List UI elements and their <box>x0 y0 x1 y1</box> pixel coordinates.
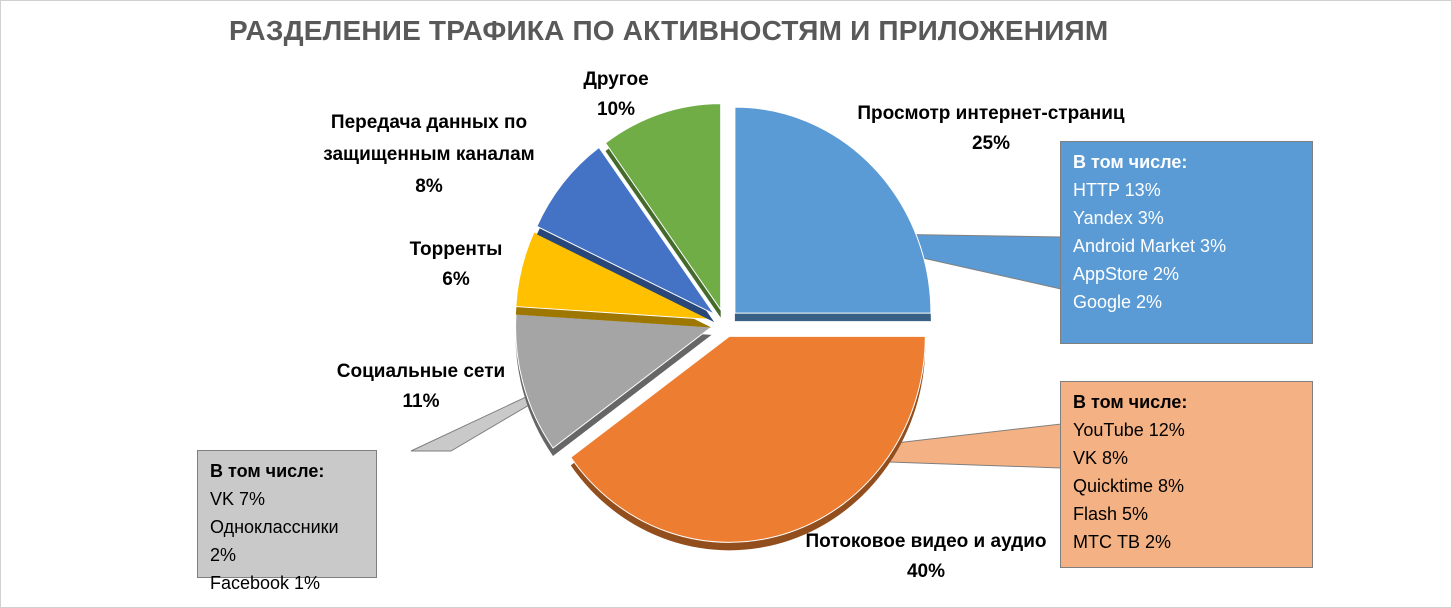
slice-label-torrents-name: Торренты <box>409 239 503 260</box>
slice-label-torrents-value: 6% <box>442 269 470 290</box>
callout-web-item: Google 2% <box>1073 292 1163 312</box>
callout-video: В том числе: YouTube 12% VK 8% Quicktime… <box>1060 381 1313 568</box>
slice-label-web-value: 25% <box>971 133 1011 154</box>
callout-social-item: Facebook 1% <box>210 573 321 593</box>
callout-web-item: AppStore 2% <box>1073 264 1180 284</box>
slice-label-video-name: Потоковое видео и аудио <box>805 531 1047 552</box>
pie-slice-other <box>604 103 722 312</box>
callout-video-item: YouTube 12% <box>1073 420 1185 440</box>
callout-web-header: В том числе: <box>1073 152 1188 172</box>
slice-label-secure: Передача данных по защищенным каналам 8% <box>289 107 569 203</box>
pie-slice-secure <box>536 146 716 316</box>
callout-video-item: МТС ТВ 2% <box>1073 532 1172 552</box>
callout-social-item: Одноклассники 2% <box>210 517 339 565</box>
callout-video-item: Quicktime 8% <box>1073 476 1185 496</box>
slice-label-video-value: 40% <box>906 561 946 582</box>
pie-slice-video <box>570 335 926 543</box>
pie-slice-web <box>734 106 932 314</box>
pie-slice-torrents <box>515 231 712 321</box>
callout-web-item: HTTP 13% <box>1073 180 1161 200</box>
callout-web-item: Yandex 3% <box>1073 208 1164 228</box>
callout-web-item: Android Market 3% <box>1073 236 1227 256</box>
chart-title: РАЗДЕЛЕНИЕ ТРАФИКА ПО АКТИВНОСТЯМ И ПРИЛ… <box>229 15 1109 46</box>
slice-label-web: Просмотр интернет-страниц 25% <box>801 99 1181 159</box>
callout-video-item: Flash 5% <box>1073 504 1149 524</box>
callout-social: В том числе: VK 7% Одноклассники 2% Face… <box>197 450 377 593</box>
slice-label-video: Потоковое видео и аудио 40% <box>731 527 1121 587</box>
callout-social-item: VK 7% <box>210 489 266 509</box>
slice-label-other: Другое 10% <box>556 65 676 125</box>
slice-label-social: Социальные сети 11% <box>301 357 541 417</box>
slice-label-torrents: Торренты 6% <box>381 235 531 295</box>
slice-label-web-name: Просмотр интернет-страниц <box>857 103 1125 124</box>
slice-label-social-name: Социальные сети <box>336 361 506 382</box>
slice-label-other-value: 10% <box>596 99 636 120</box>
slice-label-other-name: Другое <box>583 69 649 90</box>
slice-label-social-value: 11% <box>402 391 440 412</box>
callout-web: В том числе: HTTP 13% Yandex 3% Android … <box>1060 141 1313 344</box>
callout-video-item: VK 8% <box>1073 448 1129 468</box>
callout-video-header: В том числе: <box>1073 392 1188 412</box>
slice-label-secure-name: Передача данных по защищенным каналам <box>323 112 535 165</box>
pie-slice-social <box>515 313 713 449</box>
slice-label-secure-value: 8% <box>415 176 443 197</box>
callout-social-header: В том числе: <box>210 461 325 481</box>
